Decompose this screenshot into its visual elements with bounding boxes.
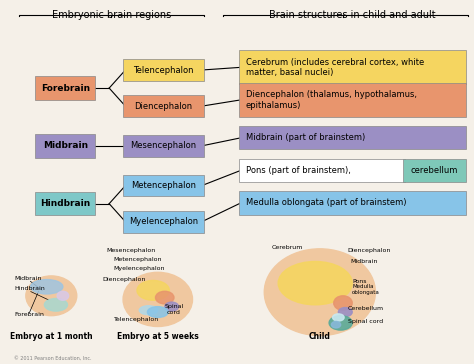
Text: Medulla
oblongata: Medulla oblongata: [352, 284, 380, 295]
FancyBboxPatch shape: [123, 95, 204, 117]
FancyBboxPatch shape: [35, 192, 95, 215]
Text: Diencephalon (thalamus, hypothalamus,
epithalamus): Diencephalon (thalamus, hypothalamus, ep…: [246, 90, 417, 110]
Circle shape: [264, 249, 375, 336]
Text: Hindbrain: Hindbrain: [14, 286, 45, 291]
Text: Medulla oblongata (part of brainstem): Medulla oblongata (part of brainstem): [246, 198, 406, 207]
Text: Midbrain: Midbrain: [14, 276, 42, 281]
FancyBboxPatch shape: [123, 175, 204, 197]
Text: Cerebellum: Cerebellum: [347, 306, 384, 311]
Ellipse shape: [139, 306, 158, 315]
Text: Child: Child: [309, 332, 331, 341]
Text: Forebrain: Forebrain: [41, 84, 90, 92]
FancyBboxPatch shape: [123, 211, 204, 233]
Text: Telencephalon: Telencephalon: [133, 66, 194, 75]
Text: Mesencephalon: Mesencephalon: [130, 141, 197, 150]
Text: Diencephalon: Diencephalon: [347, 249, 391, 253]
Text: Myelencephalon: Myelencephalon: [129, 217, 198, 226]
Ellipse shape: [30, 280, 63, 294]
FancyBboxPatch shape: [123, 59, 204, 81]
Text: Embryo at 5 weeks: Embryo at 5 weeks: [117, 332, 199, 341]
Ellipse shape: [278, 261, 352, 305]
Ellipse shape: [329, 316, 352, 330]
Ellipse shape: [331, 321, 341, 328]
FancyBboxPatch shape: [35, 134, 95, 158]
FancyBboxPatch shape: [239, 83, 465, 117]
FancyBboxPatch shape: [123, 135, 204, 157]
Text: Midbrain (part of brainstem): Midbrain (part of brainstem): [246, 133, 365, 142]
Text: Forebrain: Forebrain: [14, 312, 44, 317]
Text: Myelencephalon: Myelencephalon: [114, 266, 165, 272]
Text: Embryonic brain regions: Embryonic brain regions: [52, 11, 171, 20]
Ellipse shape: [165, 302, 179, 311]
Text: Embryo at 1 month: Embryo at 1 month: [10, 332, 92, 341]
Text: Metencephalon: Metencephalon: [114, 257, 162, 262]
Ellipse shape: [333, 314, 344, 321]
Text: Telencephalon: Telencephalon: [114, 317, 159, 322]
Text: Midbrain: Midbrain: [43, 141, 88, 150]
Text: © 2011 Pearson Education, Inc.: © 2011 Pearson Education, Inc.: [14, 356, 92, 361]
Text: Brain structures in child and adult: Brain structures in child and adult: [269, 11, 436, 20]
FancyBboxPatch shape: [239, 158, 405, 182]
FancyBboxPatch shape: [239, 191, 465, 214]
FancyBboxPatch shape: [239, 126, 465, 150]
Text: Hindbrain: Hindbrain: [40, 199, 91, 208]
Text: Diencephalon: Diencephalon: [135, 102, 192, 111]
Text: Diencephalon: Diencephalon: [102, 277, 146, 282]
FancyBboxPatch shape: [403, 158, 465, 182]
Ellipse shape: [147, 306, 168, 317]
Text: Cerebrum (includes cerebral cortex, white
matter, basal nuclei): Cerebrum (includes cerebral cortex, whit…: [246, 58, 424, 77]
Text: Midbrain: Midbrain: [350, 259, 377, 264]
Text: Pons: Pons: [352, 279, 367, 284]
Text: Spinal
cord: Spinal cord: [164, 304, 183, 315]
Text: Cerebrum: Cerebrum: [271, 245, 302, 250]
FancyBboxPatch shape: [35, 76, 95, 100]
Circle shape: [123, 272, 192, 327]
Text: Metencephalon: Metencephalon: [131, 181, 196, 190]
FancyBboxPatch shape: [239, 50, 465, 84]
Text: Spinal cord: Spinal cord: [347, 319, 383, 324]
Ellipse shape: [45, 298, 67, 311]
Ellipse shape: [334, 296, 352, 310]
Ellipse shape: [338, 308, 352, 317]
Circle shape: [26, 276, 77, 316]
Text: cerebellum: cerebellum: [411, 166, 458, 175]
Text: Mesencephalon: Mesencephalon: [107, 249, 156, 253]
Ellipse shape: [57, 291, 69, 300]
Ellipse shape: [137, 280, 169, 300]
Text: Pons (part of brainstem),: Pons (part of brainstem),: [246, 166, 351, 175]
Ellipse shape: [155, 291, 174, 304]
